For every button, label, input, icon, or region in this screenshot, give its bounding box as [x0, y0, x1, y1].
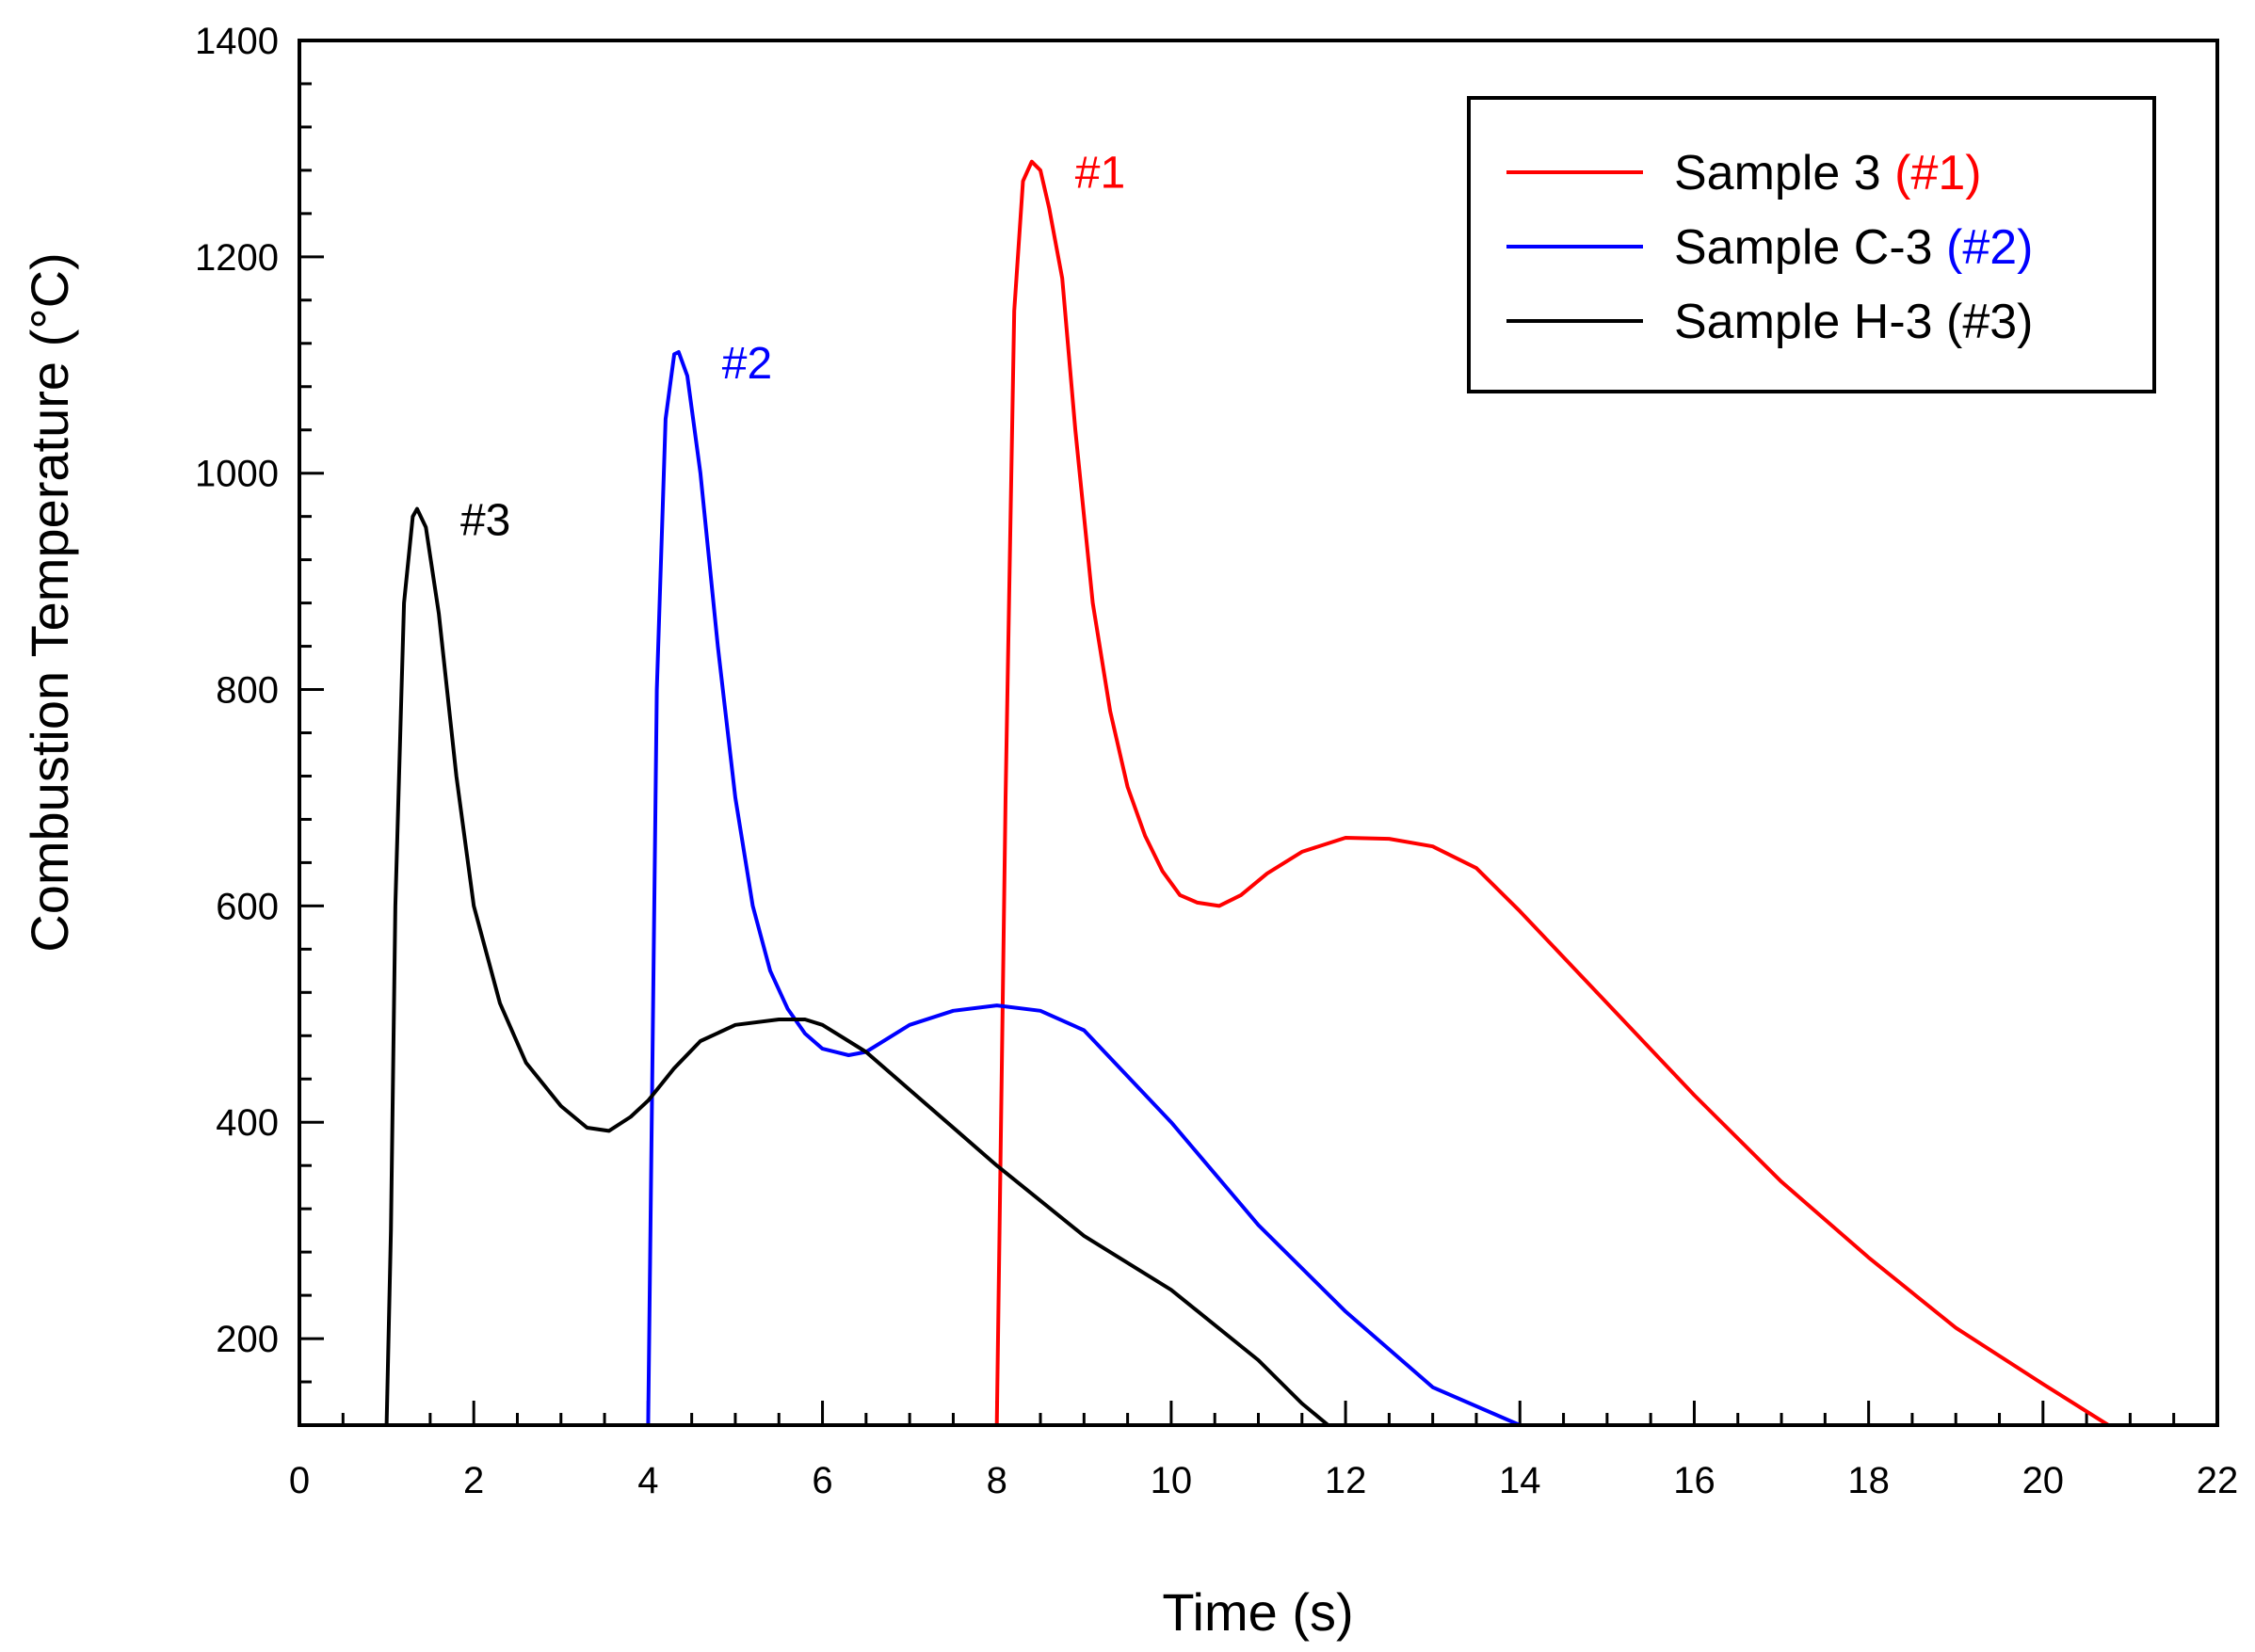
legend-name: Sample C-3 [1674, 220, 1946, 275]
x-tick-label: 22 [2197, 1460, 2239, 1501]
legend-name: Sample 3 [1674, 146, 1894, 200]
y-tick-label: 200 [216, 1319, 279, 1360]
series-line-2 [646, 350, 1546, 1427]
y-tick-label: 1400 [195, 21, 279, 62]
series-line-3 [384, 506, 1329, 1427]
x-tick-label: 20 [2022, 1460, 2065, 1501]
plot-frame [298, 39, 2219, 1427]
y-tick-label: 600 [216, 886, 279, 927]
axis-ticks [298, 39, 2219, 1425]
series-lines [384, 159, 2110, 1427]
series-line-1 [994, 159, 2110, 1427]
legend-tag: (#2) [1946, 220, 2033, 275]
peak-label-1: #1 [1075, 149, 1125, 199]
x-tick-label: 14 [1499, 1460, 1541, 1501]
y-tick-label: 1200 [195, 237, 279, 279]
y-tick-label: 1000 [195, 454, 279, 495]
tick-labels: 0 2 4 6 8 10 12 14 16 18 20 22 200 400 600 800 1000 1200 1… [195, 21, 2238, 1501]
y-axis-title: Combustion Temperature (°C) [20, 252, 79, 952]
x-tick-label: 0 [289, 1460, 310, 1501]
peak-annotations: #1 #2 #3 [460, 149, 1125, 546]
x-tick-label: 4 [637, 1460, 658, 1501]
x-tick-label: 2 [463, 1460, 484, 1501]
peak-label-2: #2 [722, 339, 772, 389]
legend-tag: (#3) [1946, 295, 2033, 349]
x-tick-label: 16 [1673, 1460, 1715, 1501]
legend-tag: (#1) [1894, 146, 1981, 200]
x-axis-title: Time (s) [1162, 1582, 1353, 1642]
x-tick-label: 8 [987, 1460, 1007, 1501]
x-tick-label: 18 [1847, 1460, 1890, 1501]
legend-entry-1: Sample 3 (#1) [1674, 146, 1982, 200]
legend: Sample 3 (#1)Sample C-3 (#2)Sample H-3 (… [1467, 96, 2156, 393]
x-tick-label: 12 [1325, 1460, 1367, 1501]
x-tick-label: 10 [1151, 1460, 1193, 1501]
legend-entry-3: Sample H-3 (#3) [1674, 295, 2033, 349]
y-tick-label: 400 [216, 1102, 279, 1144]
legend-entry-2: Sample C-3 (#2) [1674, 220, 2033, 275]
y-tick-label: 800 [216, 670, 279, 712]
x-tick-label: 6 [812, 1460, 832, 1501]
legend-name: Sample H-3 [1674, 295, 1946, 349]
peak-label-3: #3 [460, 496, 510, 546]
